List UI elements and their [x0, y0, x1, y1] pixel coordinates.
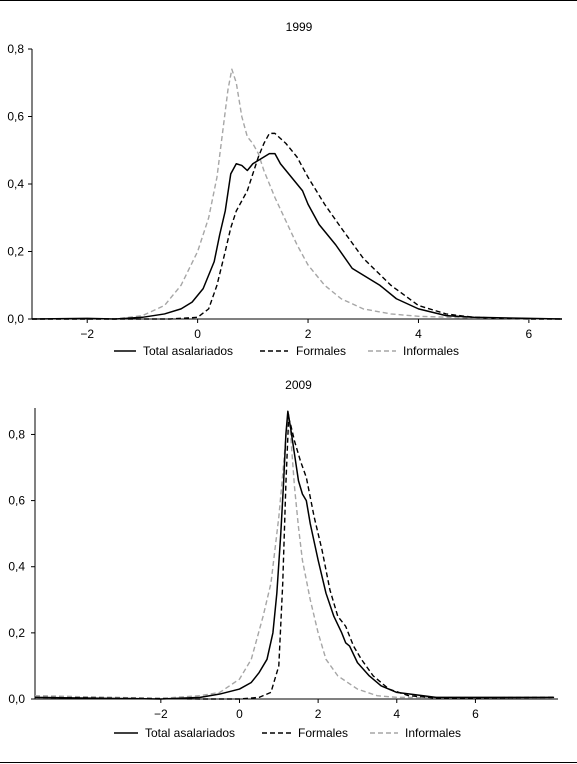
- legend-label: Informales: [403, 344, 459, 358]
- y-tick-label: 0,8: [8, 427, 25, 441]
- y-tick-label: 0,8: [7, 42, 24, 56]
- x-tick-label: −2: [80, 327, 94, 341]
- legend-label: Formales: [298, 726, 348, 740]
- x-tick-label: 2: [305, 327, 312, 341]
- x-tick-label: 0: [194, 327, 201, 341]
- y-tick-label: 0,6: [7, 110, 24, 124]
- x-tick-label: −2: [154, 707, 168, 721]
- legend-label: Informales: [405, 726, 461, 740]
- x-tick-label: 4: [415, 327, 422, 341]
- legend-label: Total asalariados: [145, 726, 235, 740]
- y-tick-label: 0,6: [8, 494, 25, 508]
- chart-title: 2009: [285, 378, 312, 392]
- series-line-formales: [32, 132, 562, 320]
- x-tick-label: 0: [236, 707, 243, 721]
- legend-label: Total asalariados: [143, 344, 233, 358]
- x-tick-label: 2: [315, 707, 322, 721]
- y-tick-label: 0,0: [7, 312, 24, 326]
- x-tick-label: 4: [393, 707, 400, 721]
- chart-title: 1999: [286, 20, 313, 34]
- chart-2009: 2009 0,0 0,2 0,4 0,6 0,8 −2 0 2 4 6 Total asalariad…: [8, 378, 558, 740]
- series-line-total-asalariados: [31, 152, 563, 320]
- y-tick-label: 0,0: [8, 692, 25, 706]
- bottom-rule: [0, 762, 577, 763]
- y-tick-label: 0,4: [7, 177, 24, 191]
- y-tick-label: 0,2: [8, 626, 25, 640]
- x-tick-label: 6: [472, 707, 479, 721]
- y-tick-label: 0,2: [7, 245, 24, 259]
- x-tick-label: 6: [526, 327, 533, 341]
- top-rule: [0, 0, 577, 1]
- series-line-informales: [32, 68, 563, 320]
- series-line-total-asalariados: [34, 410, 555, 700]
- chart-1999: 1999 0,0 0,2 0,4 0,6 0,8 −2 0 2 4 6 Total asalariad…: [7, 20, 563, 358]
- y-tick-label: 0,4: [8, 560, 25, 574]
- series-line-formales: [34, 417, 555, 700]
- legend-label: Formales: [296, 344, 346, 358]
